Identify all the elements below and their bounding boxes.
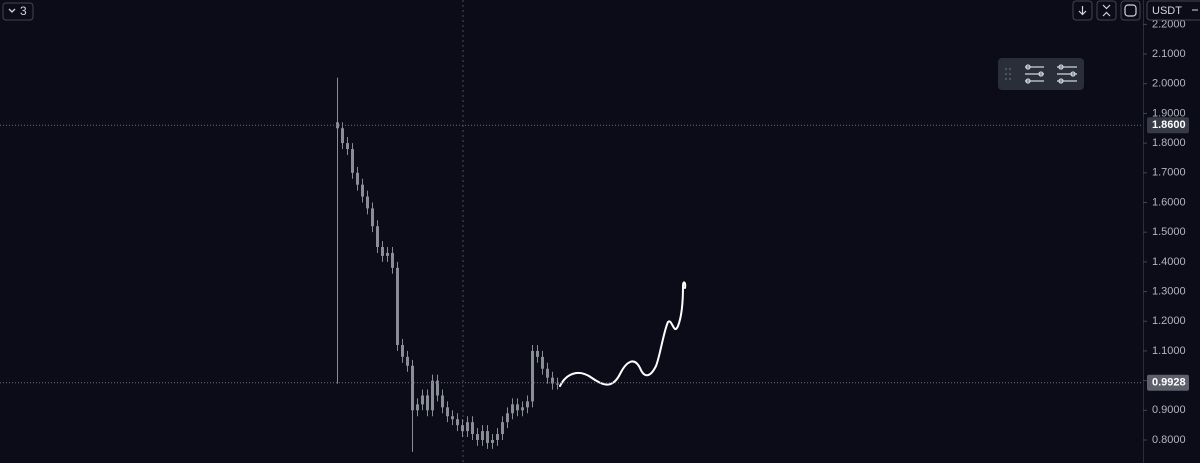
last-price-box: [1147, 374, 1189, 391]
candle-body: [376, 226, 379, 248]
quote-currency: USDT: [1152, 5, 1182, 17]
candle-body: [426, 395, 429, 411]
y-tick-label: 1.7000: [1152, 167, 1186, 179]
candle-body: [551, 377, 554, 384]
candle-body: [481, 431, 484, 440]
candle-body: [441, 395, 444, 408]
candle-body: [471, 422, 474, 435]
candle-body: [476, 434, 479, 440]
candle-body: [381, 247, 384, 256]
candle-body: [336, 122, 339, 129]
candle-body: [386, 252, 389, 256]
y-tick-label: 1.4000: [1152, 256, 1186, 268]
y-tick-label: 0.9000: [1152, 404, 1186, 416]
y-tick-label: 1.8000: [1152, 137, 1186, 149]
y-tick-label: 2.1000: [1152, 48, 1186, 60]
candle-body: [346, 143, 349, 150]
last-price-label: 0.9928: [1152, 377, 1186, 389]
floating-toolbar[interactable]: [998, 58, 1084, 90]
candle-body: [436, 380, 439, 396]
candle-body: [411, 365, 414, 411]
candle-body: [356, 172, 359, 185]
candle-body: [541, 356, 544, 369]
top-right-buttons[interactable]: USDT: [1072, 0, 1200, 21]
candle-body: [501, 422, 504, 435]
y-tick-label: 1.9000: [1152, 107, 1186, 119]
y-tick-label: 0.8000: [1152, 434, 1186, 446]
interval-label: 3: [20, 4, 27, 18]
candle-body: [496, 434, 499, 440]
y-tick-label: 2.2000: [1152, 18, 1186, 30]
candle-body: [511, 404, 514, 414]
candle-body: [416, 404, 419, 411]
candle-body: [366, 196, 369, 209]
y-tick-label: 1.5000: [1152, 226, 1186, 238]
candle-body: [446, 407, 449, 417]
candle-body: [461, 425, 464, 432]
candle-body: [536, 350, 539, 357]
y-tick-label: 1.2000: [1152, 315, 1186, 327]
y-tick-label: 1.3000: [1152, 285, 1186, 297]
y-tick-label: 2.0000: [1152, 78, 1186, 90]
candle-body: [506, 413, 509, 423]
candle-body: [521, 407, 524, 411]
crosshair-price-label: 1.8600: [1152, 119, 1186, 131]
interval-button[interactable]: 3: [2, 2, 34, 21]
candle-body: [516, 404, 519, 411]
candle-body: [421, 395, 424, 405]
crosshair-price-box: [1147, 117, 1189, 134]
candle-body: [431, 380, 434, 411]
candle-body: [526, 401, 529, 408]
candle-body: [391, 252, 394, 268]
candle-body: [466, 422, 469, 432]
y-tick-label: 1.6000: [1152, 196, 1186, 208]
candle-body: [451, 416, 454, 420]
candle-body: [351, 149, 354, 173]
candle-body: [491, 439, 494, 443]
candle-body: [396, 267, 399, 345]
candle-body: [546, 368, 549, 378]
candle-body: [456, 419, 459, 426]
candle-body: [531, 350, 534, 402]
y-tick-label: 1.1000: [1152, 345, 1186, 357]
candle-body: [371, 208, 374, 227]
candle-body: [486, 431, 489, 443]
candle-body: [361, 184, 364, 197]
candle-body: [401, 344, 404, 357]
candle-body: [406, 356, 409, 366]
candle-body: [556, 383, 559, 385]
candle-body: [341, 128, 344, 144]
